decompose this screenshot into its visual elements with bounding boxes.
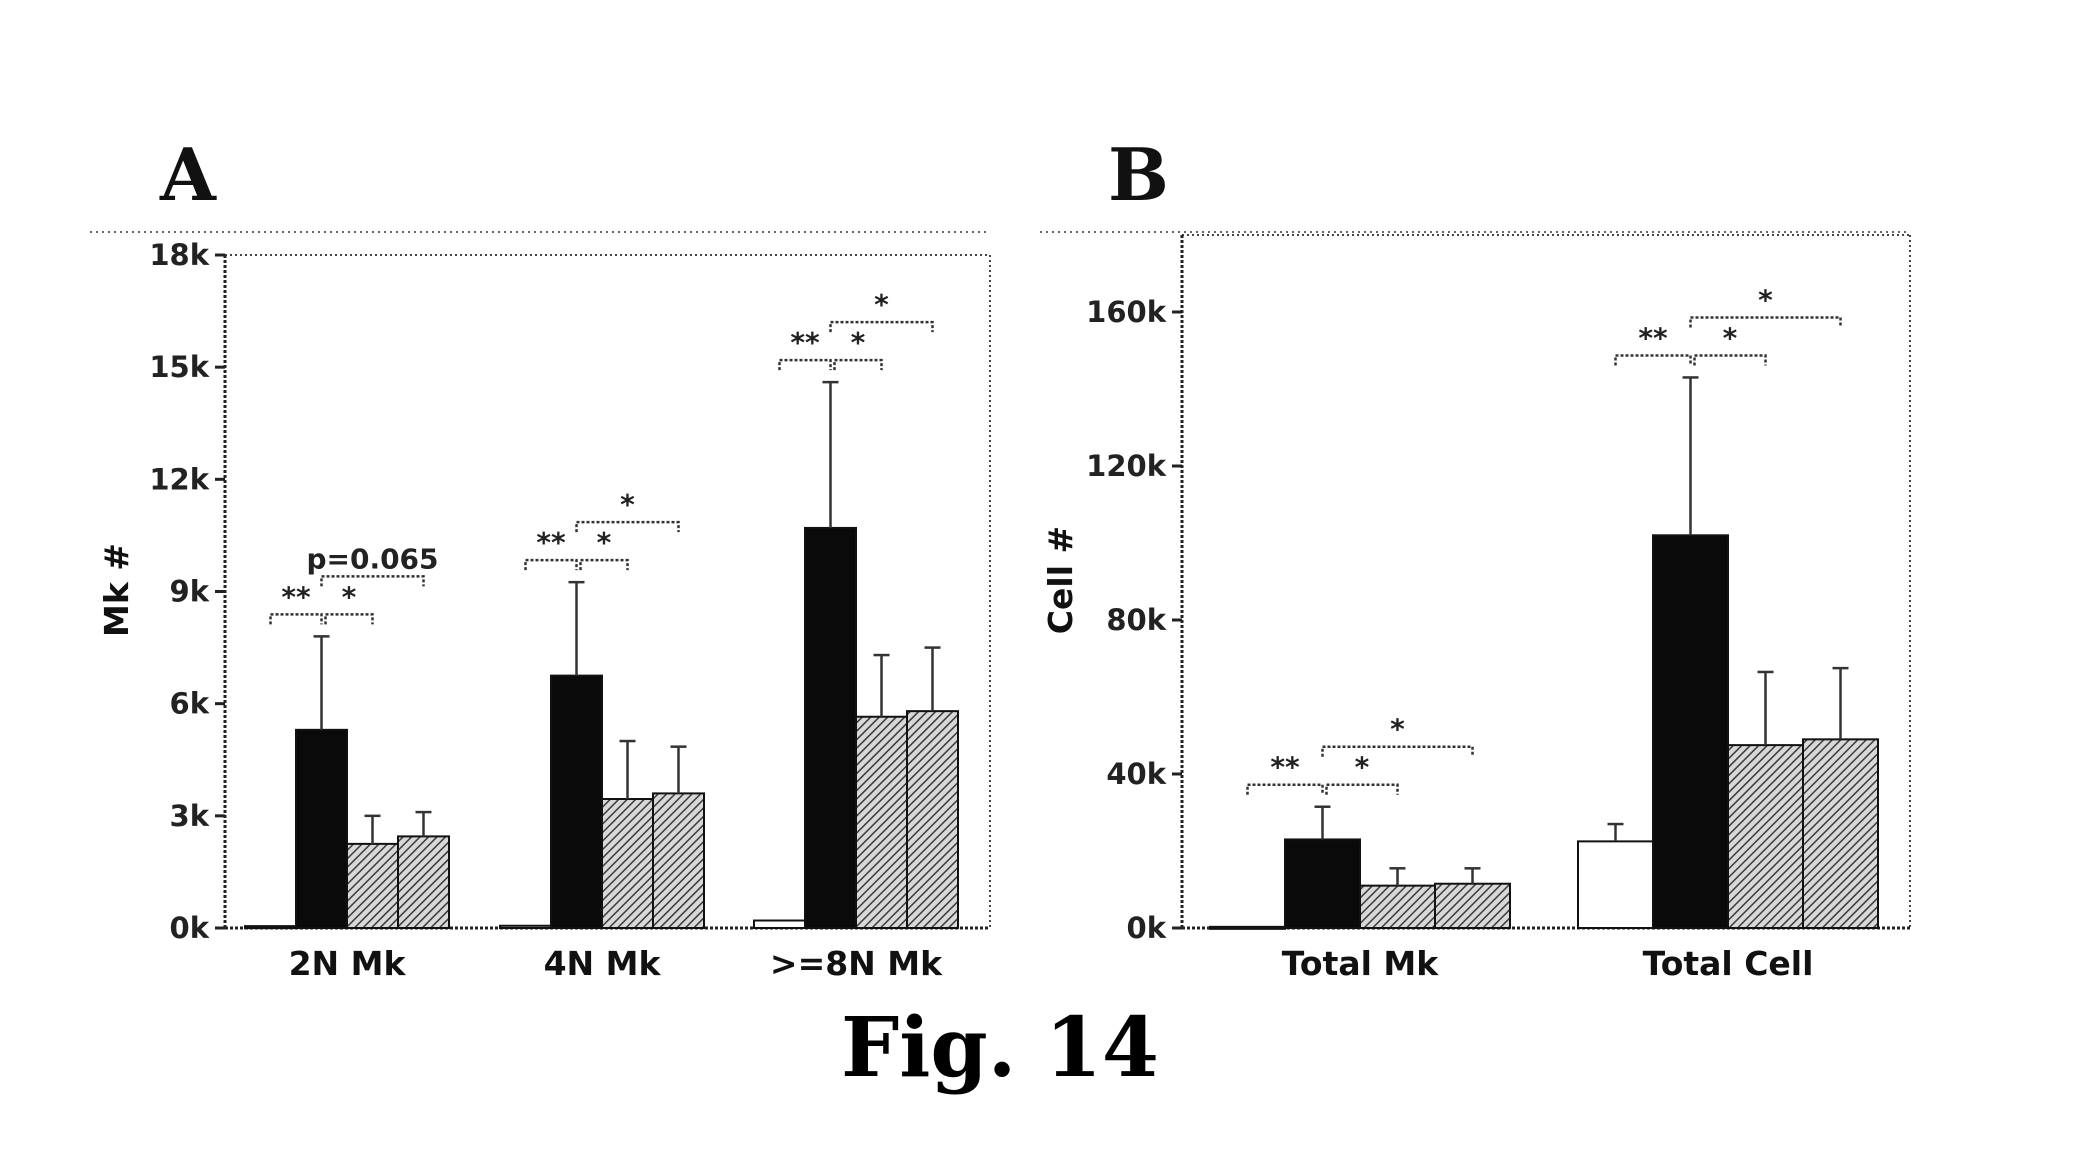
panel-a-y-axis-title: Mk #	[97, 543, 136, 637]
bar-white-0-0	[1209, 925, 1286, 930]
bar-hatch-1-3	[1802, 738, 1879, 929]
significance-bracket	[1321, 745, 1474, 757]
significance-bracket	[269, 613, 323, 625]
bar-hatch-2-2	[855, 715, 908, 930]
significance-label: *	[1723, 321, 1738, 354]
panel-b-category-labels: Total Mk Total Cell	[1282, 944, 1814, 983]
significance-label: *	[597, 526, 612, 559]
significance-bracket	[1693, 354, 1767, 366]
bar-hatch-1-2	[601, 798, 654, 930]
category-label: 2N Mk	[289, 944, 407, 983]
y-tick-label: 80k	[1106, 603, 1166, 637]
y-tick-label: 160k	[1086, 295, 1167, 329]
bar-black-1-1	[550, 674, 603, 929]
significance-bracket	[833, 358, 883, 371]
significance-bracket	[575, 520, 680, 533]
significance-label: *	[342, 580, 357, 613]
y-tick-label: 40k	[1106, 757, 1166, 791]
panel-a-category-labels: 2N Mk 4N Mk >=8N Mk	[289, 944, 944, 983]
bar-hatch-0-2	[1359, 884, 1436, 930]
bar-hatch-1-2	[1727, 744, 1804, 929]
y-tick-label: 15k	[149, 350, 209, 384]
bar-hatch-2-3	[906, 710, 959, 930]
significance-label: *	[874, 288, 889, 321]
y-tick-label: 0k	[170, 911, 210, 945]
significance-bracket	[320, 575, 425, 587]
bar-hatch-0-3	[397, 835, 450, 929]
panel-a-bars	[244, 380, 959, 930]
bar-hatch-1-3	[652, 792, 705, 930]
figure-caption: Fig. 14	[841, 1000, 1159, 1096]
significance-label: p=0.065	[306, 542, 438, 575]
significance-label: *	[1355, 751, 1370, 784]
panel-a-letter: A	[159, 132, 217, 217]
bar-white-0-0	[244, 925, 297, 930]
significance-bracket	[778, 358, 832, 371]
significance-bracket	[1689, 316, 1842, 328]
significance-label: **	[1270, 751, 1300, 784]
significance-bracket	[1614, 354, 1692, 366]
y-tick-label: 12k	[149, 462, 209, 496]
bar-hatch-0-3	[1434, 882, 1511, 929]
significance-label: *	[851, 326, 866, 359]
y-tick-label: 3k	[170, 799, 210, 833]
y-tick-label: 6k	[170, 687, 210, 721]
significance-label: **	[536, 526, 566, 559]
y-tick-label: 18k	[149, 238, 209, 272]
significance-label: *	[1758, 283, 1773, 316]
significance-label: *	[620, 488, 635, 521]
panel-a-chart: A Mk # 0k 3k 6k 9k 12k 15k 18k 2N Mk 4N Mk >=8N …	[90, 132, 991, 983]
panel-a-significance-brackets: ** *p=0.065 ** **** **	[269, 288, 934, 625]
panel-b-significance-brackets: ** **** **	[1246, 283, 1842, 795]
bar-white-1-0	[499, 924, 552, 929]
panel-a-y-ticks: 0k 3k 6k 9k 12k 15k 18k	[149, 238, 225, 945]
category-label: Total Cell	[1643, 944, 1814, 983]
significance-bracket	[1246, 783, 1324, 795]
category-label: >=8N Mk	[770, 944, 943, 983]
panel-b-y-axis-title: Cell #	[1041, 526, 1080, 634]
bar-black-1-1	[1652, 534, 1729, 929]
panel-b-letter: B	[1108, 132, 1169, 217]
bar-hatch-0-2	[346, 842, 399, 929]
bar-white-1-0	[1577, 840, 1654, 929]
bar-black-0-1	[1284, 838, 1361, 930]
significance-label: **	[790, 326, 820, 359]
category-label: Total Mk	[1282, 944, 1439, 983]
category-label: 4N Mk	[544, 944, 662, 983]
significance-bracket	[324, 613, 374, 625]
significance-label: **	[281, 580, 311, 613]
significance-label: *	[1390, 713, 1405, 746]
significance-bracket	[579, 558, 629, 571]
significance-bracket	[1325, 783, 1399, 795]
bar-black-0-1	[295, 728, 348, 929]
y-tick-label: 120k	[1086, 449, 1167, 483]
significance-bracket	[829, 320, 934, 333]
bar-black-2-1	[804, 526, 857, 929]
bar-white-2-0	[753, 919, 806, 929]
significance-bracket	[524, 558, 578, 571]
significance-label: **	[1638, 321, 1668, 354]
panel-b-y-ticks: 0k 40k 80k 120k 160k	[1086, 295, 1182, 945]
y-tick-label: 9k	[170, 575, 210, 609]
y-tick-label: 0k	[1127, 911, 1167, 945]
panel-b-bars	[1209, 376, 1879, 930]
